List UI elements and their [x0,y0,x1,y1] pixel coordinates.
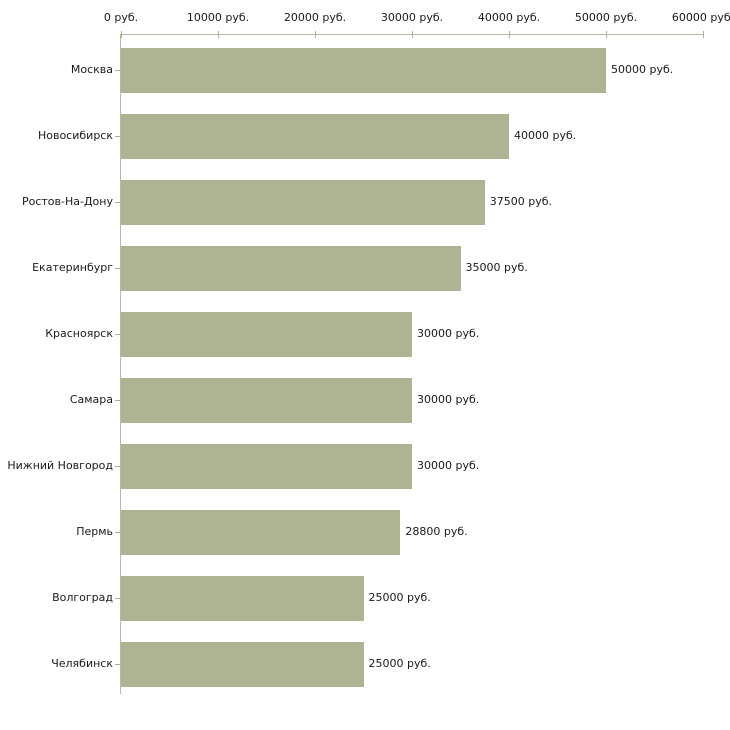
value-axis-tick [703,31,704,38]
category-label: Москва [70,63,113,76]
category-axis-tick [115,400,120,401]
category-axis-tick [115,136,120,137]
bar-value-label: 35000 руб. [465,261,528,274]
value-axis-tick-label: 60000 руб. [671,11,730,24]
bar-value-label: 28800 руб. [405,525,468,538]
category-label: Екатеринбург [32,261,113,274]
value-axis-tick [606,31,607,38]
bar[interactable] [121,641,364,687]
bar-value-label: 40000 руб. [514,129,577,142]
bar-value-label: 25000 руб. [368,591,431,604]
bar[interactable] [121,245,461,291]
value-axis-tick-label: 40000 руб. [477,11,541,24]
category-axis-tick [115,664,120,665]
value-axis-tick [121,31,122,38]
bar[interactable] [121,575,364,621]
value-axis-tick-label: 0 руб. [103,11,139,24]
category-axis-tick [115,598,120,599]
bar-value-label: 50000 руб. [611,63,674,76]
category-axis-tick [115,268,120,269]
category-axis-tick [115,334,120,335]
category-axis-tick [115,70,120,71]
category-label: Самара [69,393,113,406]
category-label: Ростов-На-Дону [21,195,113,208]
value-axis-tick-label: 10000 руб. [186,11,250,24]
category-label: Нижний Новгород [7,459,113,472]
value-axis: 0 руб. 10000 руб. 20000 руб. 30000 руб. 4000… [0,0,730,40]
category-label: Челябинск [51,657,113,670]
bar-value-label: 30000 руб. [417,327,480,340]
value-axis-tick [412,31,413,38]
value-axis-tick-label: 20000 руб. [283,11,347,24]
bar[interactable] [121,377,412,423]
category-label: Пермь [76,525,113,538]
bar-value-label: 37500 руб. [489,195,553,208]
category-label: Новосибирск [37,129,113,142]
bar-value-label: 30000 руб. [417,393,480,406]
category-axis-tick [115,532,120,533]
value-axis-tick [218,31,219,38]
bar[interactable] [121,311,412,357]
value-axis-tick-label: 30000 руб. [380,11,444,24]
bar-value-label: 30000 руб. [417,459,480,472]
category-axis-tick [115,202,120,203]
bar[interactable] [121,509,401,555]
bar[interactable] [121,443,412,489]
category-axis-tick [115,466,120,467]
bar[interactable] [121,47,606,93]
category-label: Волгоград [52,591,113,604]
category-axis-line [120,34,121,694]
value-axis-tick-label: 50000 руб. [574,11,638,24]
value-axis-tick [315,31,316,38]
category-label: Красноярск [45,327,113,340]
bar[interactable] [121,113,509,159]
value-axis-tick [509,31,510,38]
bar[interactable] [121,179,485,225]
bar-value-label: 25000 руб. [368,657,431,670]
